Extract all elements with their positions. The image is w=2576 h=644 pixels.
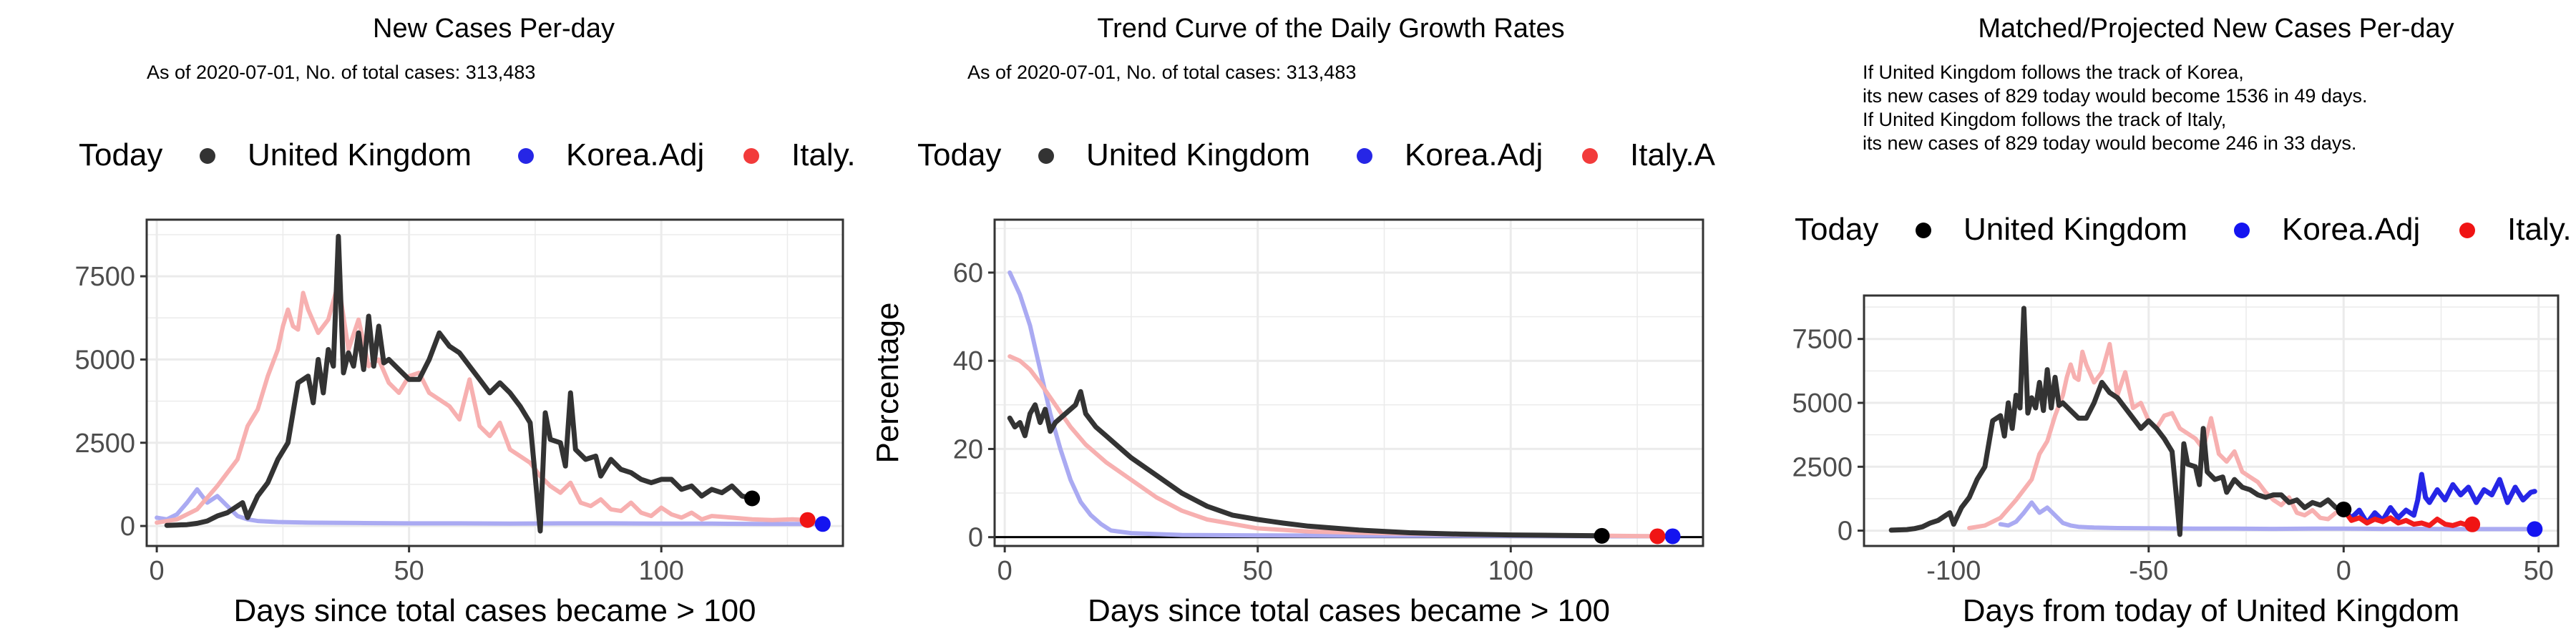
y-tick-label: 0 <box>120 512 135 542</box>
plot-border <box>993 218 1704 547</box>
y-tick-label: 7500 <box>74 262 135 292</box>
series-line-italy <box>1967 341 2346 530</box>
gridlines <box>1864 296 2558 546</box>
x-tick-label: 0 <box>997 556 1013 586</box>
y-tick-label: 0 <box>1838 517 1853 547</box>
chart-subtitle: As of 2020-07-01, No. of total cases: 31… <box>147 62 535 83</box>
legend-key-korea-adj <box>1357 148 1372 164</box>
series-line-united-kingdom <box>1007 389 1605 539</box>
x-tick-label: 0 <box>150 556 165 586</box>
legend-title: Today <box>1795 212 1878 247</box>
today-marker-korea-adj <box>1664 528 1681 545</box>
annotation-line: its new cases of 829 today would become … <box>1863 85 2367 107</box>
legend-title: Today <box>917 137 1001 172</box>
y-tick-label: 5000 <box>74 345 135 375</box>
chart-subtitle: As of 2020-07-01, No. of total cases: 31… <box>967 62 1356 83</box>
y-tick-label: 2500 <box>1792 452 1853 482</box>
legend-key-italy-a <box>1582 148 1598 164</box>
y-tick-label: 5000 <box>1792 389 1853 419</box>
legend-label-italy: Italy. <box>791 137 856 172</box>
legend-label-korea-adj: Korea.Adj <box>1405 137 1543 172</box>
legend: Today United Kingdom Korea.Adj Italy. <box>1795 212 2572 247</box>
legend-label-italy: Italy. <box>2507 212 2572 247</box>
today-marker-italy-projection <box>2464 516 2481 532</box>
chart-panel-1: New Cases Per-day As of 2020-07-01, No. o… <box>74 14 855 628</box>
legend-key-united-kingdom <box>200 148 215 164</box>
today-marker-italy <box>799 512 816 528</box>
annotation-line: its new cases of 829 today would become … <box>1863 132 2356 154</box>
series-line-italy <box>155 280 810 525</box>
chart-panel-2: Trend Curve of the Daily Growth Rates As … <box>870 14 1716 628</box>
x-tick-label: -100 <box>1926 556 1981 586</box>
x-tick-label: 100 <box>638 556 683 586</box>
x-tick-label: 100 <box>1488 556 1533 586</box>
series-line-united-kingdom <box>164 233 755 534</box>
series-line-italy-projection <box>2341 507 2475 528</box>
legend-label-united-kingdom: United Kingdom <box>1086 137 1310 172</box>
chart-title: Trend Curve of the Daily Growth Rates <box>1097 14 1564 44</box>
x-axis-title: Days from today of United Kingdom <box>1963 593 2460 628</box>
y-axis-title: Percentage <box>870 302 905 463</box>
legend-label-korea-adj: Korea.Adj <box>2282 212 2420 247</box>
today-marker-united-kingdom <box>2336 501 2352 517</box>
plot-area <box>147 220 843 546</box>
legend-key-united-kingdom <box>1916 223 1931 238</box>
legend-title: Today <box>79 137 162 172</box>
legend-label-united-kingdom: United Kingdom <box>248 137 472 172</box>
plot-area <box>995 220 1703 546</box>
legend-key-italy <box>743 148 759 164</box>
series-line-korea-adj <box>1008 270 1675 539</box>
legend-key-united-kingdom <box>1038 148 1054 164</box>
today-marker-korea-adj <box>814 516 831 532</box>
y-tick-label: 60 <box>953 258 983 288</box>
legend: Today United Kingdom Korea.Adj Italy. <box>79 137 856 172</box>
y-tick-label: 40 <box>953 346 983 376</box>
series-line-united-kingdom <box>1888 306 2346 537</box>
annotation-line: If United Kingdom follows the track of K… <box>1863 62 2244 83</box>
series-line-korea-adj <box>155 487 825 527</box>
y-tick-label: 2500 <box>74 429 135 459</box>
legend-key-italy <box>2459 223 2475 238</box>
x-axis-title: Days since total cases became > 100 <box>233 593 756 628</box>
chart-panel-3: Matched/Projected New Cases Per-day If Un… <box>1792 14 2571 628</box>
x-tick-label: -50 <box>2129 556 2168 586</box>
today-marker-korea-adj-projection <box>2527 521 2543 537</box>
plot-border <box>1863 294 2560 547</box>
chart-title: Matched/Projected New Cases Per-day <box>1978 14 2454 44</box>
y-tick-label: 0 <box>968 523 983 553</box>
chart-title: New Cases Per-day <box>373 14 615 44</box>
today-marker-italy-a <box>1649 528 1666 545</box>
legend-label-united-kingdom: United Kingdom <box>1963 212 2187 247</box>
series-line-korea-adj <box>1998 500 2537 532</box>
legend-label-korea-adj: Korea.Adj <box>566 137 704 172</box>
legend: Today United Kingdom Korea.Adj Italy.A <box>917 137 1716 172</box>
x-tick-label: 50 <box>1243 556 1273 586</box>
plot-border <box>145 218 844 547</box>
today-marker-united-kingdom <box>1594 527 1610 544</box>
legend-key-korea-adj <box>2234 223 2250 238</box>
y-tick-label: 20 <box>953 434 983 464</box>
gridlines <box>147 220 843 546</box>
y-tick-label: 7500 <box>1792 325 1853 355</box>
today-marker-united-kingdom <box>744 490 761 507</box>
legend-label-italy-a: Italy.A <box>1630 137 1716 172</box>
x-tick-label: 50 <box>2524 556 2554 586</box>
series-line-korea-adj-projection <box>2341 472 2537 526</box>
x-tick-label: 0 <box>2336 556 2351 586</box>
x-axis-title: Days since total cases became > 100 <box>1088 593 1610 628</box>
annotation-line: If United Kingdom follows the track of I… <box>1863 109 2226 130</box>
legend-key-korea-adj <box>518 148 534 164</box>
x-tick-label: 50 <box>394 556 424 586</box>
